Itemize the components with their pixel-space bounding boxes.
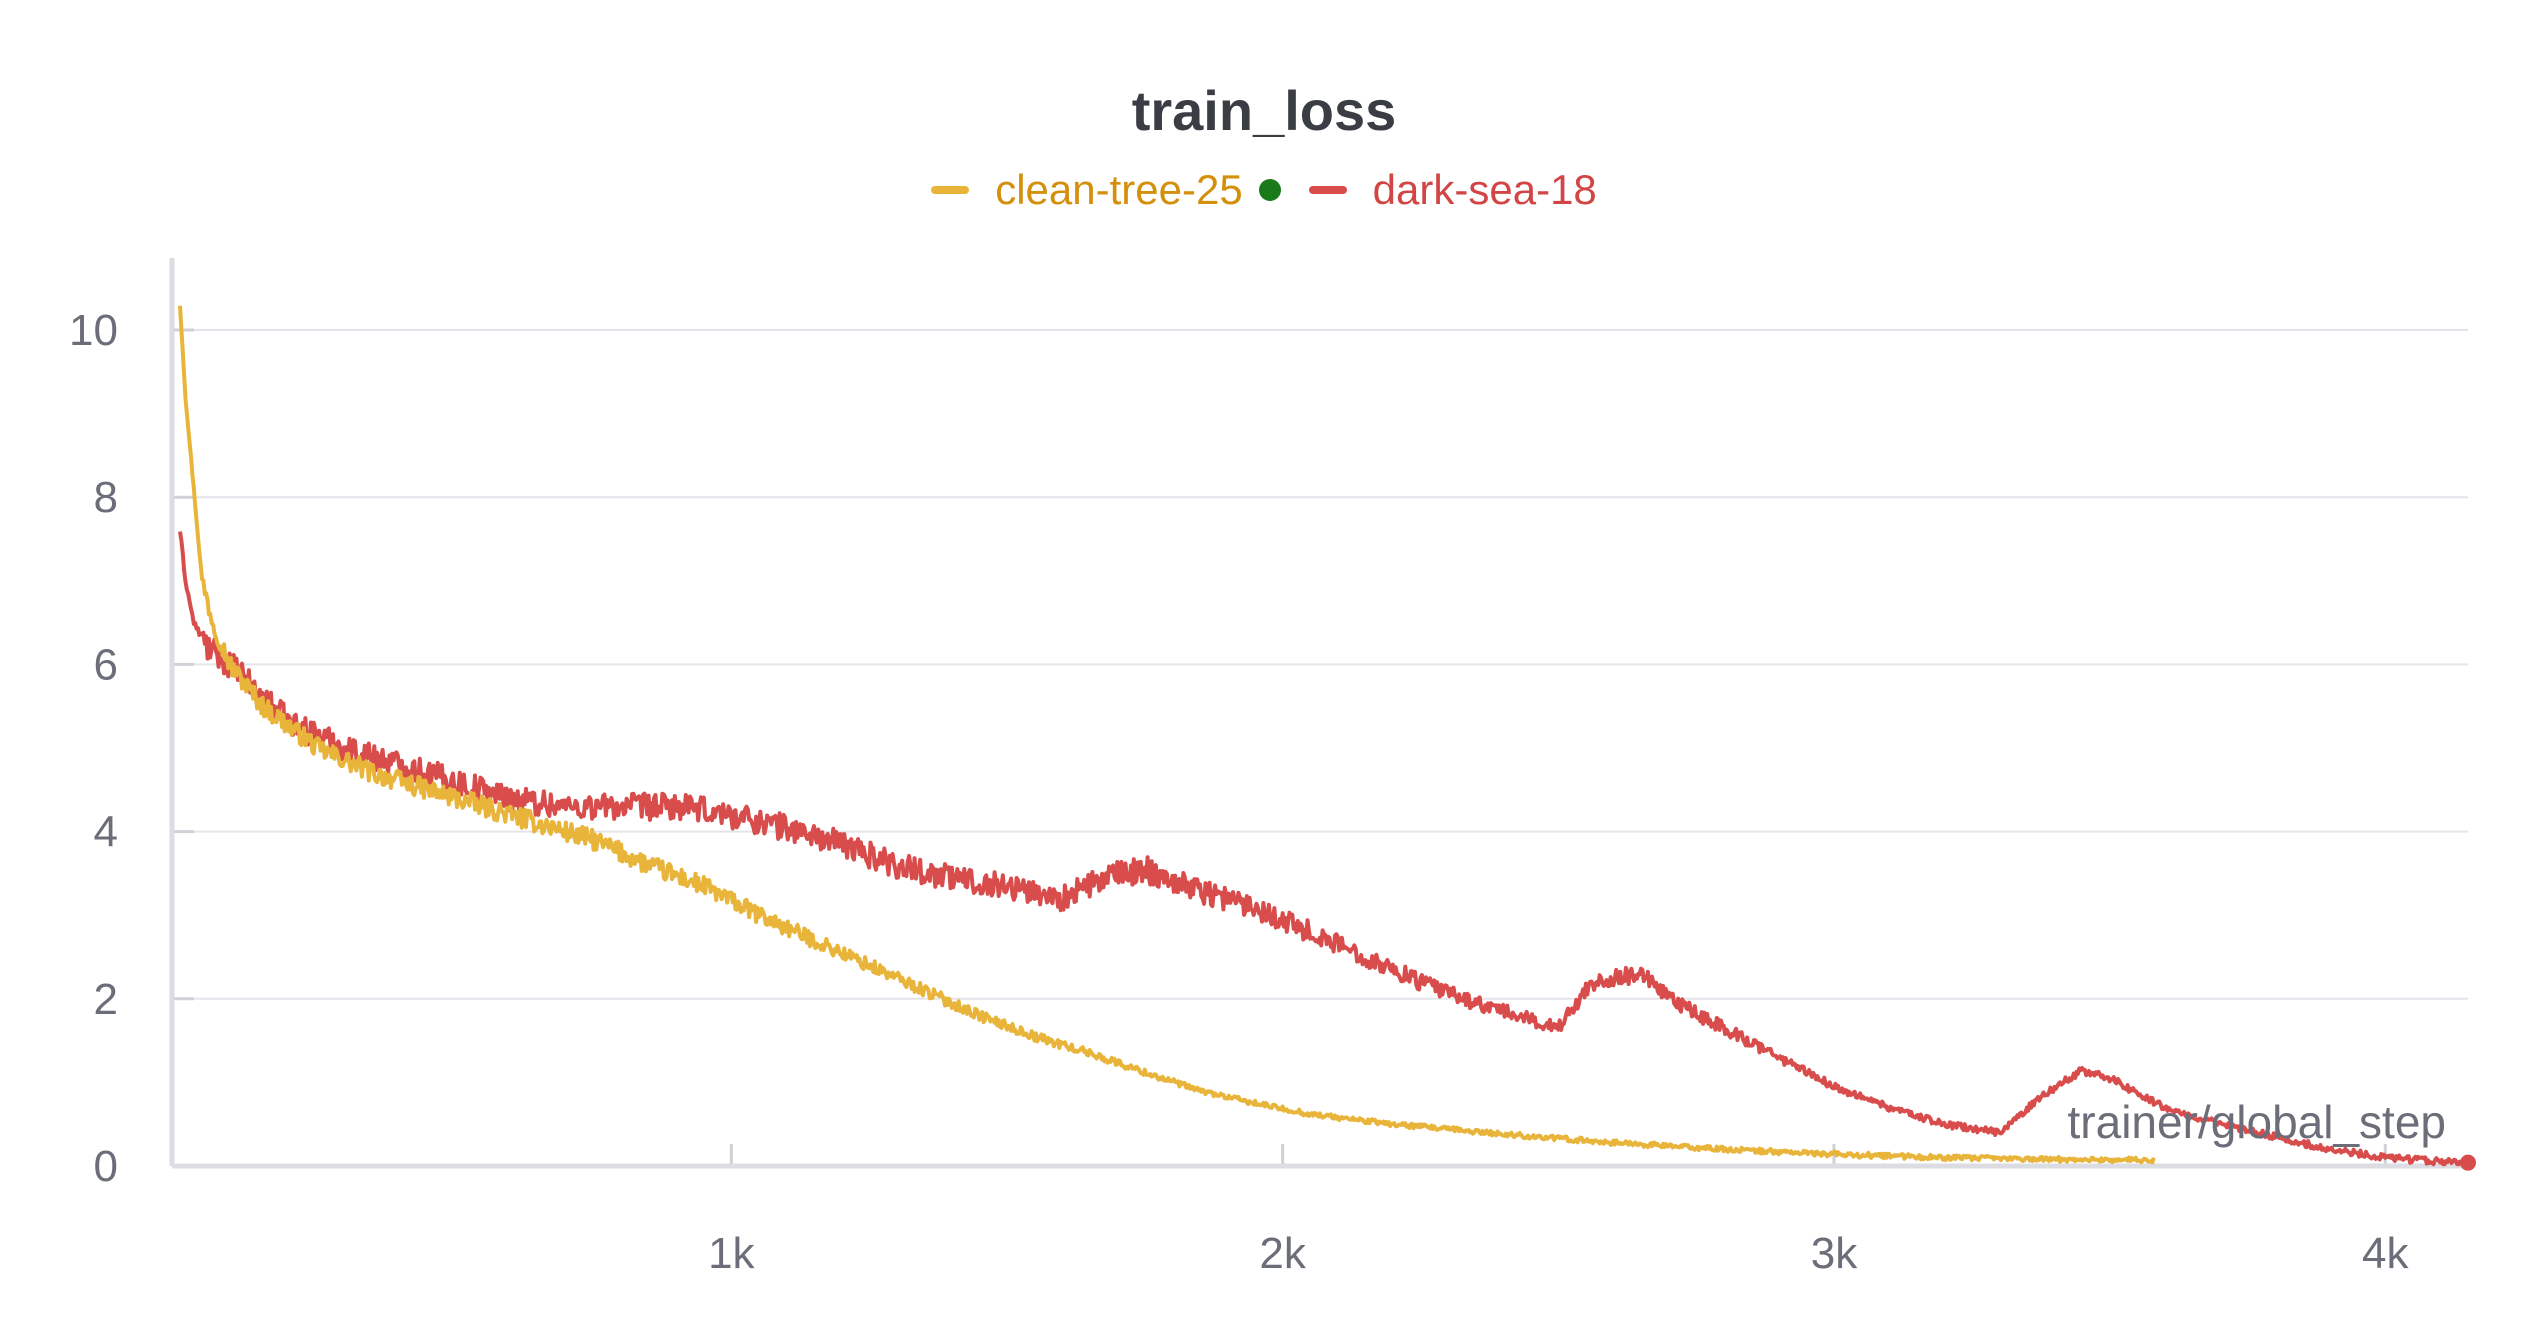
series-layer (178, 305, 2476, 1171)
chart-title: train_loss (1131, 79, 1397, 142)
y-tick-label: 2 (94, 975, 118, 1024)
tick-labels: 0 2 4 6 8 10 1k 2k 3k 4k (69, 306, 2409, 1278)
series-line-dark-sea-18 (178, 531, 2469, 1167)
legend-label: dark-sea-18 (1372, 166, 1597, 213)
legend: clean-tree-25 dark-sea-18 (0, 166, 2528, 214)
x-tick-label: 2k (1259, 1229, 1306, 1278)
run-status-dot-icon (1258, 179, 1281, 201)
axes (169, 258, 2468, 1169)
legend-label: clean-tree-25 (995, 166, 1243, 213)
grid-lines (172, 329, 2468, 1000)
series-line-clean-tree-25 (178, 305, 2156, 1165)
x-tick-label: 4k (2362, 1229, 2409, 1278)
legend-swatch (931, 186, 970, 194)
y-tick-label: 0 (94, 1142, 118, 1191)
y-tick-label: 8 (94, 473, 118, 522)
x-tick-label: 1k (708, 1229, 755, 1278)
y-tick-label: 10 (69, 306, 118, 355)
x-axis-title: trainer/global_step (2068, 1096, 2446, 1148)
legend-item-clean-tree-25[interactable]: clean-tree-25 (931, 166, 1281, 214)
y-tick-label: 6 (94, 640, 118, 689)
y-tick-label: 4 (94, 808, 118, 857)
x-tick-label: 3k (1811, 1229, 1858, 1278)
series-end-marker-dark-sea-18 (2460, 1154, 2476, 1171)
legend-swatch (1308, 186, 1347, 194)
legend-item-dark-sea-18[interactable]: dark-sea-18 (1308, 166, 1597, 214)
